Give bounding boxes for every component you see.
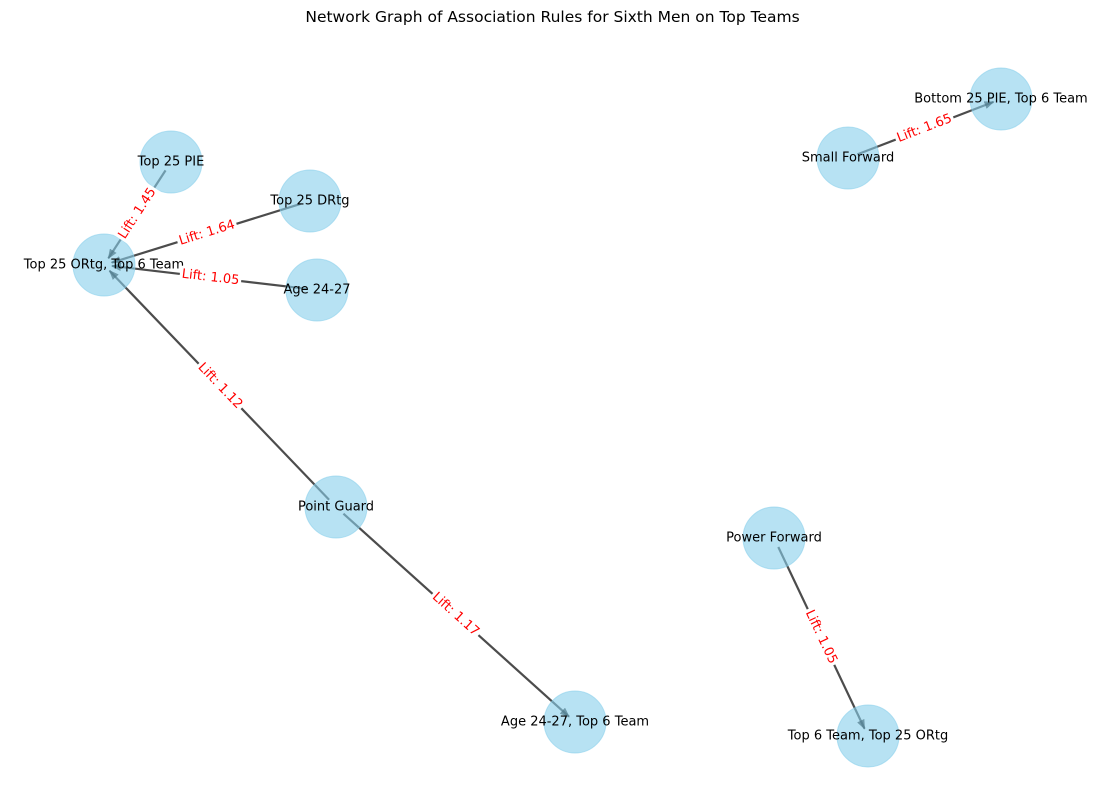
edge-lift-label: Lift: 1.65	[895, 111, 954, 146]
node-label: Top 25 ORtg, Top 6 Team	[23, 258, 184, 273]
edge-label-group: Lift: 1.65	[892, 109, 957, 148]
edge-label-background	[178, 265, 243, 290]
edge-label-group: Lift: 1.12	[192, 357, 248, 415]
node-label: Age 24-27, Top 6 Team	[501, 715, 649, 730]
edge-label-group: Lift: 1.17	[426, 587, 485, 642]
node-label: Point Guard	[298, 500, 374, 515]
edge-label-group: Lift: 1.05	[800, 605, 842, 669]
edge-label-background	[892, 109, 957, 148]
node-powerforward: Power Forward	[726, 506, 822, 570]
edge-label-background	[192, 357, 248, 415]
edge-label-background	[426, 587, 485, 642]
node-circle	[969, 67, 1033, 131]
node-pointguard: Point Guard	[298, 475, 374, 539]
edge-lift-label: Lift: 1.05	[802, 608, 840, 667]
edge-lift-label: Lift: 1.12	[195, 360, 246, 412]
node-age2427: Age 24-27	[283, 258, 351, 322]
node-circle	[543, 690, 607, 754]
node-circle	[139, 130, 203, 194]
edge-label-group: Lift: 1.45	[113, 182, 162, 245]
node-label: Top 6 Team, Top 25 ORtg	[787, 729, 948, 744]
chart-title: Network Graph of Association Rules for S…	[305, 8, 800, 26]
node-circle	[304, 475, 368, 539]
edge-lift-label: Lift: 1.64	[177, 217, 237, 248]
node-circle	[278, 169, 342, 233]
node-circle	[285, 258, 349, 322]
nodes-layer: Top 25 PIE Top 25 DRtg Top 25 ORtg, Top 6 …	[23, 67, 1088, 768]
edge-labels-layer: Lift: 1.45 Lift: 1.64 Lift: 1.05 Lift: 1.12…	[113, 109, 957, 669]
node-label: Small Forward	[802, 151, 895, 166]
edge-lift-label: Lift: 1.05	[181, 267, 240, 289]
edge-label-background	[113, 182, 162, 245]
edge-label-group: Lift: 1.64	[174, 215, 240, 251]
node-top25pie: Top 25 PIE	[137, 130, 205, 194]
node-label: Top 25 DRtg	[269, 194, 349, 209]
edge-label-group: Lift: 1.05	[178, 265, 243, 290]
node-label: Age 24-27	[283, 283, 350, 298]
node-label: Bottom 25 PIE, Top 6 Team	[914, 92, 1087, 107]
node-agetop6: Age 24-27, Top 6 Team	[501, 690, 649, 754]
node-circle	[836, 704, 900, 768]
node-circle	[742, 506, 806, 570]
edge-lift-label: Lift: 1.17	[429, 590, 482, 640]
node-smallforward: Small Forward	[802, 126, 895, 190]
node-label: Top 25 PIE	[137, 155, 205, 170]
edge-lift-label: Lift: 1.45	[115, 185, 159, 242]
node-circle	[72, 233, 136, 297]
node-bottom25pie: Bottom 25 PIE, Top 6 Team	[914, 67, 1088, 131]
node-top25drtg: Top 25 DRtg	[269, 169, 350, 233]
edges-layer	[107, 100, 995, 730]
edge-label-background	[800, 605, 842, 669]
node-label: Power Forward	[726, 531, 822, 546]
node-ortgtop6: Top 25 ORtg, Top 6 Team	[23, 233, 184, 297]
edge-label-background	[174, 215, 240, 251]
node-circle	[816, 126, 880, 190]
node-top6ortg: Top 6 Team, Top 25 ORtg	[787, 704, 948, 768]
